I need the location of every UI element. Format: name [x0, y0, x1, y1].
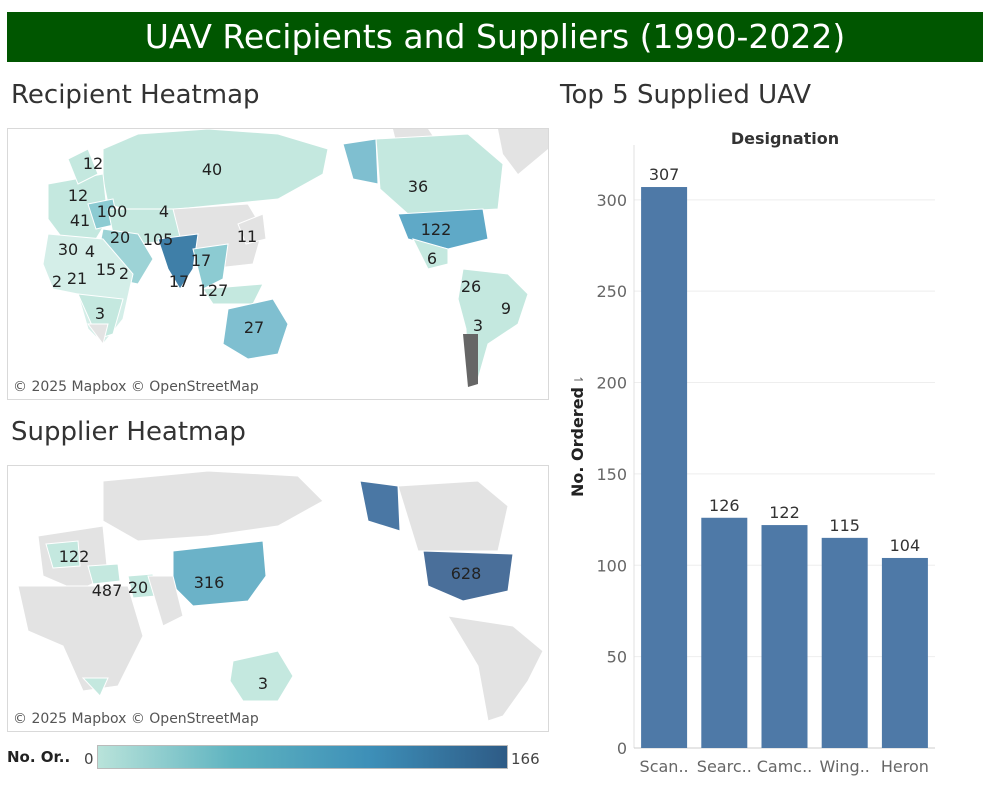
recipient-value-label: 21: [67, 269, 87, 288]
recipient-value-label: 20: [110, 228, 130, 247]
recipient-value-label: 17: [169, 272, 189, 291]
recipient-value-label: 127: [198, 281, 229, 300]
recipient-map-canvas: 12 40 12 36 41 100 4 11 30 4 20 105 122 …: [42, 129, 548, 387]
bar-value-label: 115: [829, 516, 860, 535]
australia-shape: [229, 650, 294, 702]
recipient-value-label: 12: [68, 186, 88, 205]
y-tick-label: 100: [596, 556, 627, 575]
recipient-value-label: 30: [58, 240, 78, 259]
bar[interactable]: [761, 525, 808, 748]
legend-max-label: 166: [511, 750, 540, 768]
bar-value-label: 104: [890, 536, 921, 555]
recipient-value-label: 36: [408, 177, 428, 196]
recipient-value-label: 41: [70, 211, 90, 230]
recipient-value-label: 100: [97, 202, 128, 221]
y-tick-label: 0: [617, 739, 627, 758]
recipient-value-label: 3: [473, 316, 483, 335]
recipient-value-label: 2: [52, 272, 62, 291]
supplier-value-label: 122: [59, 547, 90, 566]
y-tick-label: 150: [596, 465, 627, 484]
bar-chart-title: Top 5 Supplied UAV: [560, 80, 812, 110]
x-tick-label: Wing..: [820, 757, 870, 776]
south-africa-shape: [81, 677, 109, 697]
recipient-value-label: 4: [159, 202, 169, 221]
recipient-value-label: 105: [143, 230, 174, 249]
bar[interactable]: [881, 557, 928, 748]
supplier-value-label: 628: [451, 564, 482, 583]
recipient-value-label: 9: [501, 299, 511, 318]
supplier-value-label: 487: [92, 581, 123, 600]
recipient-value-label: 27: [244, 318, 264, 337]
usa-shape: [422, 550, 514, 602]
recipient-value-label: 122: [421, 220, 452, 239]
supplier-map-canvas: 122 487 20 316 628 3: [17, 470, 544, 722]
south-america-shape: [447, 615, 544, 722]
x-tick-label: Camc..: [757, 757, 813, 776]
x-tick-label: Scan..: [640, 757, 689, 776]
recipient-value-label: 4: [85, 242, 95, 261]
south-africa-shape: [87, 323, 109, 346]
bar[interactable]: [821, 537, 868, 748]
mexico-shape: [412, 238, 449, 270]
recipient-value-label: 2: [119, 264, 129, 283]
australia-shape: [222, 298, 289, 360]
japan-shape: [237, 213, 267, 245]
supplier-value-label: 20: [128, 578, 148, 597]
india-shape: [147, 575, 184, 627]
sort-icon[interactable]: ⇂: [572, 375, 586, 385]
india-shape: [157, 233, 199, 290]
usa-shape: [397, 208, 489, 250]
recipient-value-label: 6: [427, 249, 437, 268]
supplier-map[interactable]: 122 487 20 316 628 3 © 2025 Mapbox © Ope…: [7, 465, 549, 732]
canada-shape: [375, 133, 504, 215]
x-tick-label: Searc..: [697, 757, 752, 776]
chile-shape: [463, 334, 478, 387]
recipient-value-label: 11: [237, 227, 257, 246]
map-attribution[interactable]: © 2025 Mapbox © OpenStreetMap: [13, 711, 259, 727]
recipient-map[interactable]: 12 40 12 36 41 100 4 11 30 4 20 105 122 …: [7, 128, 549, 400]
supplier-value-label: 3: [258, 674, 268, 693]
dashboard-title: UAV Recipients and Suppliers (1990-2022): [7, 12, 983, 62]
africa-shape: [17, 585, 144, 692]
recipient-value-label: 3: [95, 304, 105, 323]
bar[interactable]: [641, 187, 688, 748]
y-tick-label: 300: [596, 191, 627, 210]
bar[interactable]: [701, 517, 748, 748]
legend-min-label: 0: [84, 750, 94, 768]
bar-chart: Designation 0 50 100 150 200 250 300 307 Scan..…: [568, 129, 935, 776]
western-europe-shape: [45, 540, 81, 569]
recipient-value-label: 15: [96, 260, 116, 279]
recipient-value-label: 12: [83, 154, 103, 173]
y-tick-label: 200: [596, 374, 627, 393]
y-axis-label: No. Ordered: [568, 387, 587, 497]
southeast-asia-shape: [192, 243, 229, 290]
scandinavia-shape: [67, 148, 99, 185]
legend-title: No. Or..: [7, 748, 71, 766]
chart-subtitle: Designation: [731, 129, 839, 148]
bar-value-label: 126: [709, 496, 740, 515]
y-tick-label: 250: [596, 282, 627, 301]
recipient-heatmap-title: Recipient Heatmap: [11, 80, 260, 110]
x-tick-label: Heron: [881, 757, 929, 776]
recipient-value-label: 40: [202, 160, 222, 179]
canada-shape: [397, 480, 509, 552]
recipient-value-label: 17: [191, 251, 211, 270]
alaska-shape: [342, 138, 379, 185]
y-tick-label: 50: [607, 648, 627, 667]
bar-value-label: 122: [769, 503, 800, 522]
bar-value-label: 307: [649, 165, 680, 184]
supplier-heatmap-title: Supplier Heatmap: [11, 417, 246, 447]
russia-shape: [102, 470, 324, 542]
recipient-value-label: 26: [461, 277, 481, 296]
map-attribution[interactable]: © 2025 Mapbox © OpenStreetMap: [13, 379, 259, 395]
color-legend-bar: [97, 745, 508, 769]
arctic-shape: [498, 129, 548, 174]
turkey-shape: [87, 563, 121, 585]
alaska-shape: [359, 480, 401, 532]
supplier-value-label: 316: [194, 573, 225, 592]
